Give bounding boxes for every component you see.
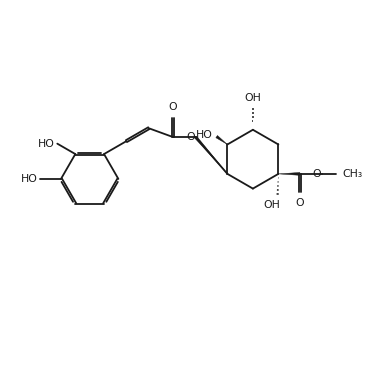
Text: HO: HO [38, 139, 54, 149]
Text: O: O [169, 102, 177, 112]
Text: O: O [313, 169, 322, 179]
Polygon shape [278, 172, 300, 175]
Text: OH: OH [264, 200, 281, 211]
Text: O: O [187, 132, 195, 142]
Text: CH₃: CH₃ [342, 169, 362, 179]
Polygon shape [195, 136, 227, 174]
Polygon shape [216, 135, 227, 145]
Text: HO: HO [20, 174, 37, 184]
Text: OH: OH [245, 92, 261, 103]
Text: HO: HO [196, 130, 212, 140]
Text: O: O [296, 198, 304, 208]
